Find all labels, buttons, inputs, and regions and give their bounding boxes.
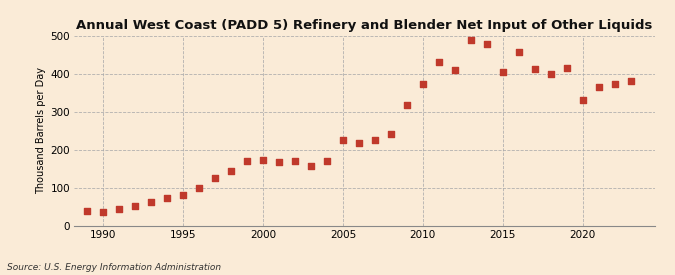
Point <box>593 85 604 89</box>
Point <box>98 210 109 214</box>
Point <box>450 68 460 72</box>
Point <box>354 141 364 145</box>
Point <box>113 207 124 211</box>
Point <box>225 169 236 174</box>
Point <box>610 82 620 86</box>
Point <box>178 193 188 197</box>
Point <box>417 82 428 87</box>
Y-axis label: Thousand Barrels per Day: Thousand Barrels per Day <box>36 67 47 194</box>
Point <box>242 159 252 163</box>
Point <box>161 196 172 200</box>
Point <box>514 50 524 55</box>
Point <box>321 159 332 163</box>
Point <box>497 70 508 74</box>
Point <box>209 176 220 181</box>
Point <box>562 66 572 70</box>
Point <box>130 204 140 208</box>
Point <box>545 72 556 76</box>
Title: Annual West Coast (PADD 5) Refinery and Blender Net Input of Other Liquids: Annual West Coast (PADD 5) Refinery and … <box>76 19 653 32</box>
Point <box>577 98 588 103</box>
Point <box>466 37 477 42</box>
Point <box>385 132 396 137</box>
Point <box>82 209 92 213</box>
Point <box>402 103 412 107</box>
Point <box>529 67 540 71</box>
Text: Source: U.S. Energy Information Administration: Source: U.S. Energy Information Administ… <box>7 263 221 272</box>
Point <box>433 60 444 65</box>
Point <box>194 185 205 190</box>
Point <box>258 158 269 163</box>
Point <box>369 138 380 142</box>
Point <box>146 199 157 204</box>
Point <box>290 159 300 163</box>
Point <box>625 79 636 84</box>
Point <box>273 160 284 164</box>
Point <box>338 138 348 142</box>
Point <box>306 164 317 168</box>
Point <box>481 42 492 46</box>
